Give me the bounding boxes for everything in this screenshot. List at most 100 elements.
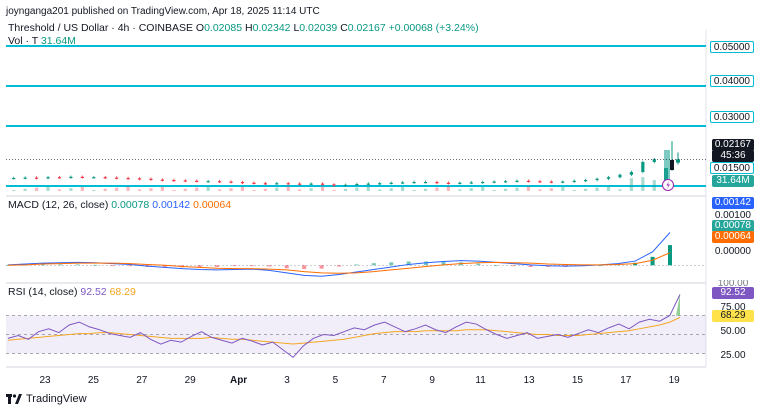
volume-bar-14: [172, 190, 176, 191]
macd-hist-bar-34: [598, 265, 603, 267]
volume-value: 31.64M: [40, 35, 76, 47]
volume-bar-53: [618, 189, 622, 191]
ohlc-legend: Threshold / US Dollar · 4h · COINBASE O 0…: [8, 22, 479, 34]
candle-2: [34, 177, 39, 179]
volume-bar-32: [378, 189, 382, 191]
level-label-0.05: 0.05000: [709, 41, 754, 53]
candle-51: [595, 178, 599, 180]
macd-hist-bar-14: [249, 265, 254, 267]
candle-22: [263, 183, 267, 185]
time-tick-4: Apr: [230, 375, 247, 386]
volume-bar-13: [160, 187, 165, 191]
macd-label[interactable]: MACD (12, 26, close): [8, 199, 109, 211]
volume-bar-28: [332, 190, 336, 191]
time-tick-8: 9: [429, 375, 435, 386]
rsi-tick-75: 75.00: [720, 302, 746, 313]
candle-41: [481, 182, 485, 184]
footer-brand[interactable]: TradingView: [6, 393, 87, 405]
change-value: +0.00068 (+3.24%): [388, 22, 479, 34]
candle-8: [103, 177, 107, 179]
candle-21: [252, 182, 256, 184]
macd-hist-bar-5: [93, 264, 98, 266]
candle-35: [412, 182, 416, 184]
volume-bar-27: [320, 187, 325, 191]
rsi-label[interactable]: RSI (14, close): [8, 286, 78, 298]
macd-hist-bar-15: [267, 265, 272, 267]
volume-bar-35: [412, 190, 416, 191]
macd-hist-bar-4: [75, 264, 80, 266]
macd-hist-bar-24: [424, 261, 429, 266]
time-tick-6: 5: [333, 375, 339, 386]
candle-24: [286, 183, 290, 185]
volume-bar-22: [263, 188, 267, 191]
volume-bar-3: [46, 186, 50, 191]
low-value: 0.02039: [299, 22, 338, 34]
volume-bar-11: [137, 189, 142, 191]
rsi-tick-25: 25.00: [720, 350, 746, 361]
candle-17: [206, 181, 210, 183]
candle-3: [46, 177, 50, 179]
candle-7: [92, 177, 96, 179]
macd-axis-line: 0.00142: [711, 197, 754, 209]
volume-bar-30: [355, 187, 359, 191]
rsi-legend: RSI (14, close) 92.52 68.29: [8, 286, 136, 298]
candle-0: [12, 178, 16, 180]
macd-hist-bar-22: [389, 262, 394, 266]
volume-bar-15: [183, 188, 187, 191]
volume-bar-6: [80, 187, 84, 191]
candle-48: [561, 181, 565, 183]
volume-label[interactable]: Vol · T: [8, 35, 38, 47]
candle-43: [503, 181, 508, 183]
candle-12: [149, 178, 153, 180]
volume-bar-49: [572, 190, 576, 191]
rsi-ma-line: [7, 316, 681, 345]
volume-bar-51: [595, 187, 599, 191]
macd-signal-value: 0.00064: [193, 199, 232, 211]
candle-29: [343, 184, 348, 186]
volume-bar-8: [103, 188, 107, 191]
candle-46: [538, 181, 542, 183]
candle-4: [57, 177, 62, 179]
time-tick-7: 7: [381, 375, 387, 386]
symbol-title[interactable]: Threshold / US Dollar · 4h · COINBASE: [8, 22, 193, 34]
open-label: O: [195, 22, 205, 34]
rsi-value: 92.52: [80, 286, 107, 298]
high-label: H: [244, 22, 253, 34]
volume-bar-12: [149, 188, 153, 191]
macd-axis-hist: 0.00064: [711, 231, 754, 243]
candle-47: [549, 181, 553, 183]
macd-pane: [6, 232, 706, 277]
volume-bar-36: [423, 188, 428, 191]
time-tick-1: 25: [88, 375, 100, 386]
footer-brand-text: TradingView: [26, 393, 87, 405]
macd-hist-bar-37: [650, 256, 655, 266]
macd-axis-signal: 0.00078: [711, 220, 754, 232]
rsi-overbought-fill: [676, 294, 680, 316]
volume-bar-39: [458, 189, 462, 191]
macd-hist-bar-12: [215, 265, 220, 267]
volume-bar-34: [401, 187, 405, 191]
spike-candle-2: [670, 160, 674, 170]
time-tick-9: 11: [475, 375, 486, 386]
candle-15: [183, 180, 187, 182]
volume-bar-5: [69, 188, 73, 191]
macd-hist-bar-2: [40, 264, 45, 266]
candle-44: [515, 180, 519, 182]
candle-19: [229, 181, 233, 183]
volume-bar-9: [115, 187, 119, 191]
volume-bar-37: [435, 187, 439, 191]
rsi-pane: [6, 294, 706, 359]
macd-hist-bar-6: [110, 265, 115, 267]
candle-10: [126, 178, 130, 180]
candle-25: [298, 183, 302, 185]
candle-31: [366, 183, 370, 185]
volume-bar-41: [481, 187, 485, 191]
time-tick-12: 17: [620, 375, 632, 386]
volume-bar-54: [629, 178, 634, 191]
volume-bar-56: [652, 180, 656, 191]
time-tick-10: 13: [523, 375, 535, 386]
time-tick-0: 23: [39, 375, 51, 386]
volume-bar-1: [23, 188, 27, 191]
candle-42: [492, 181, 496, 183]
